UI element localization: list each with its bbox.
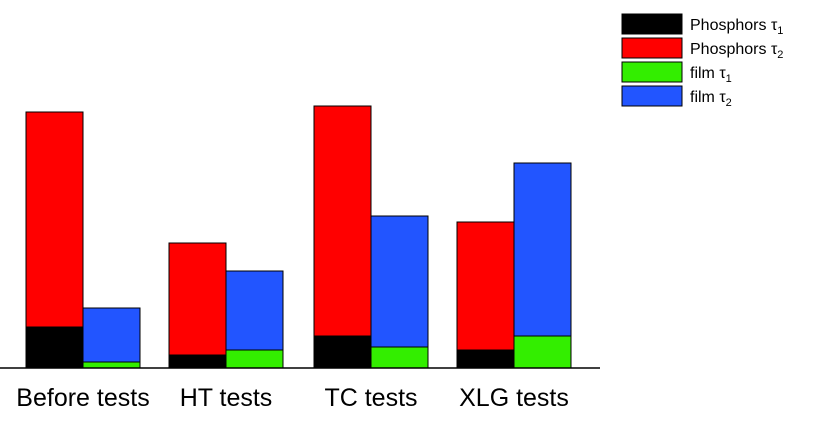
bar-film-1-xlg-tests	[513, 335, 572, 369]
legend-label: film τ2	[690, 89, 732, 109]
legend: Phosphors τ1 Phosphors τ2 film τ1 film τ2	[621, 13, 783, 109]
bar-phosphors-2-ht-tests	[168, 242, 227, 356]
x-tick-label: Before tests	[16, 384, 149, 412]
bar-phosphors-1-xlg-tests	[456, 349, 515, 369]
bar-phosphors-1-ht-tests	[168, 354, 227, 369]
x-tick-label: TC tests	[324, 384, 417, 412]
legend-label: Phosphors τ2	[690, 41, 783, 61]
bar-film-2-before-tests	[82, 307, 141, 363]
legend-swatch	[621, 85, 683, 107]
x-tick-label: XLG tests	[459, 384, 569, 412]
bar-film-1-tc-tests	[370, 346, 429, 369]
bar-phosphors-1-tc-tests	[313, 335, 372, 369]
legend-label: Phosphors τ1	[690, 17, 783, 37]
legend-swatch	[621, 37, 683, 59]
x-tick-labels: Before tests HT tests TC tests XLG tests	[16, 384, 569, 412]
legend-label: film τ1	[690, 65, 732, 85]
bar-film-2-xlg-tests	[513, 162, 572, 337]
bar-phosphors-2-xlg-tests	[456, 221, 515, 351]
legend-swatch	[621, 61, 683, 83]
x-tick-label: HT tests	[180, 384, 273, 412]
legend-swatch	[621, 13, 683, 35]
bars-layer	[25, 105, 572, 369]
bar-phosphors-1-before-tests	[25, 326, 84, 369]
bar-phosphors-2-tc-tests	[313, 105, 372, 337]
bar-film-1-before-tests	[82, 361, 141, 369]
bar-film-1-ht-tests	[225, 349, 284, 369]
bar-phosphors-2-before-tests	[25, 111, 84, 328]
bar-film-2-tc-tests	[370, 215, 429, 348]
bar-film-2-ht-tests	[225, 270, 284, 351]
